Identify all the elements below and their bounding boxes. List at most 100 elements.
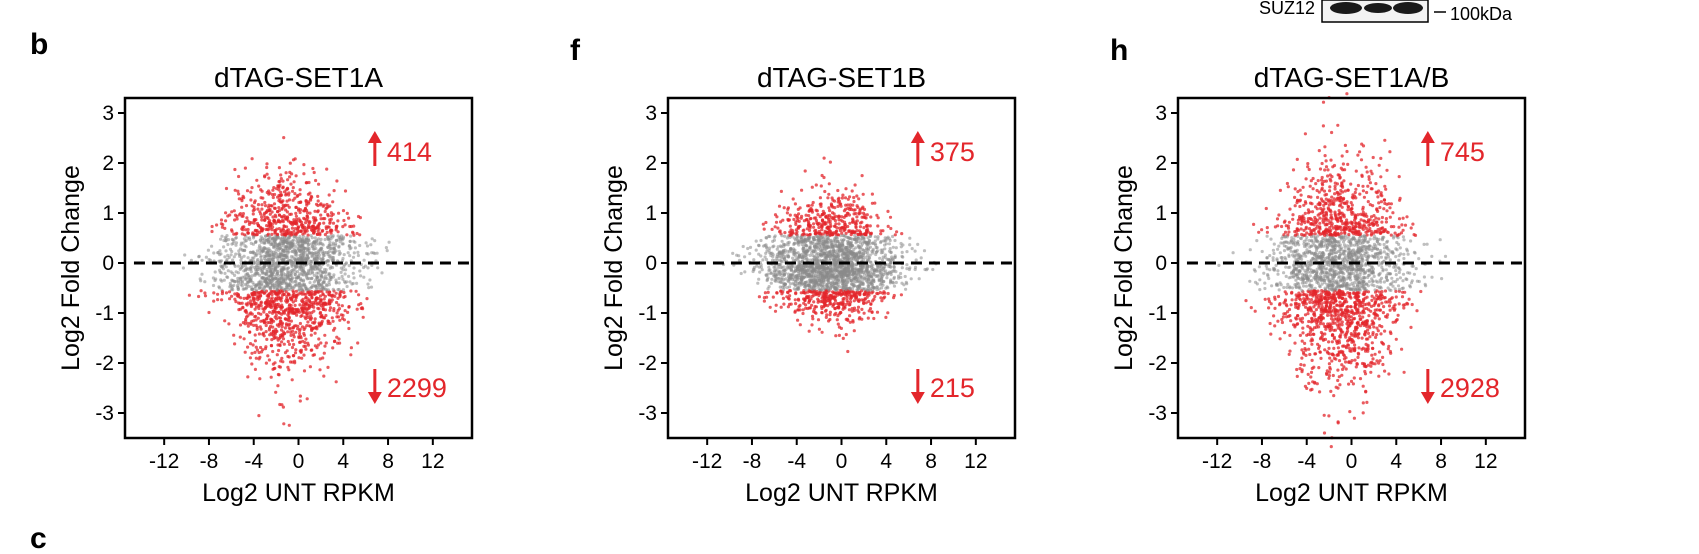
gene-point xyxy=(251,250,255,254)
gene-point xyxy=(262,241,266,245)
significant-gene-point xyxy=(320,319,324,323)
gene-point xyxy=(296,239,300,243)
gene-point xyxy=(255,253,259,257)
significant-gene-point xyxy=(302,353,306,357)
significant-gene-point xyxy=(292,335,296,339)
gene-point xyxy=(259,258,263,262)
significant-gene-point xyxy=(286,330,290,334)
gene-point xyxy=(859,267,863,271)
blot-band xyxy=(1330,2,1362,14)
gene-point xyxy=(326,235,330,239)
gene-point xyxy=(362,258,366,262)
significant-gene-point xyxy=(837,333,842,337)
significant-gene-point xyxy=(322,297,326,301)
gene-point xyxy=(204,255,208,259)
significant-gene-point xyxy=(275,298,279,302)
significant-gene-point xyxy=(322,374,326,378)
significant-gene-point xyxy=(235,217,239,221)
significant-gene-point xyxy=(304,337,308,341)
significant-gene-point xyxy=(305,312,309,316)
gene-point xyxy=(312,258,316,262)
significant-gene-point xyxy=(773,213,778,217)
gene-point xyxy=(203,280,207,284)
significant-gene-point xyxy=(277,184,281,189)
gene-point xyxy=(234,243,238,247)
significant-gene-point xyxy=(852,208,856,212)
significant-gene-point xyxy=(292,180,296,184)
significant-gene-point xyxy=(267,192,271,196)
significant-gene-point xyxy=(834,334,838,338)
significant-gene-point xyxy=(316,343,320,347)
gene-point xyxy=(767,265,771,269)
significant-gene-point xyxy=(840,215,844,219)
gene-point xyxy=(229,283,233,287)
significant-gene-point xyxy=(302,306,306,311)
significant-gene-point xyxy=(796,308,800,312)
gene-point xyxy=(219,278,223,282)
significant-gene-point xyxy=(293,157,297,161)
significant-gene-point xyxy=(304,317,308,321)
significant-gene-point xyxy=(318,368,322,372)
significant-gene-point xyxy=(238,212,243,216)
significant-gene-point xyxy=(820,305,824,309)
gene-point xyxy=(257,246,261,250)
significant-gene-point xyxy=(331,200,335,204)
significant-gene-point xyxy=(879,232,883,236)
gene-point xyxy=(348,280,352,284)
significant-gene-point xyxy=(337,303,341,307)
gene-point xyxy=(318,256,322,260)
gene-point xyxy=(366,282,370,286)
gene-point xyxy=(808,258,812,262)
gene-point xyxy=(313,284,317,288)
gene-point xyxy=(287,246,291,250)
significant-gene-point xyxy=(267,176,271,180)
gene-point xyxy=(279,237,283,241)
significant-gene-point xyxy=(315,302,319,306)
gene-point xyxy=(887,242,892,246)
significant-gene-point xyxy=(317,307,321,311)
gene-point xyxy=(240,284,244,288)
significant-gene-point xyxy=(220,298,224,302)
significant-gene-point xyxy=(277,373,281,377)
significant-gene-point xyxy=(323,333,327,337)
significant-gene-point xyxy=(331,346,335,350)
significant-gene-point xyxy=(335,300,339,305)
significant-gene-point xyxy=(317,324,322,328)
gene-point xyxy=(338,240,342,244)
significant-gene-point xyxy=(335,224,339,228)
significant-gene-point xyxy=(293,351,298,355)
significant-gene-point xyxy=(316,210,320,214)
significant-gene-point xyxy=(332,328,336,332)
gene-point xyxy=(327,249,331,253)
significant-gene-point xyxy=(312,170,316,175)
significant-gene-point xyxy=(290,172,294,176)
significant-gene-point xyxy=(802,297,806,301)
gene-point xyxy=(264,280,268,284)
gene-point xyxy=(337,287,341,292)
significant-gene-point xyxy=(872,316,876,321)
significant-gene-point xyxy=(271,325,275,329)
significant-gene-point xyxy=(250,186,254,190)
significant-gene-point xyxy=(270,292,274,297)
significant-gene-point xyxy=(257,332,261,336)
significant-gene-point xyxy=(249,198,253,202)
significant-gene-point xyxy=(886,209,890,213)
significant-gene-point xyxy=(261,348,265,352)
gene-point xyxy=(255,249,259,253)
significant-gene-point xyxy=(791,197,795,201)
significant-gene-point xyxy=(273,192,277,197)
significant-gene-point xyxy=(224,211,228,215)
significant-gene-point xyxy=(187,293,191,297)
significant-gene-point xyxy=(836,233,841,237)
significant-gene-point xyxy=(237,197,241,201)
significant-gene-point xyxy=(337,307,342,311)
y-tick-label: -1 xyxy=(95,302,114,325)
significant-gene-point xyxy=(774,303,778,307)
significant-gene-point xyxy=(241,212,245,216)
significant-gene-point xyxy=(757,295,762,299)
gene-point xyxy=(800,274,804,278)
significant-gene-point xyxy=(804,306,808,310)
significant-gene-point xyxy=(230,294,234,298)
significant-gene-point xyxy=(304,347,308,351)
significant-gene-point xyxy=(279,173,283,177)
